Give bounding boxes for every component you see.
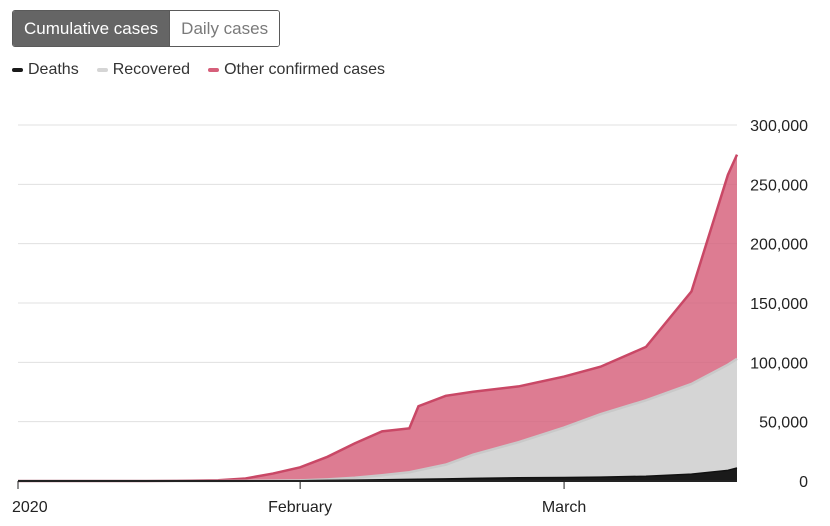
view-toggle: Cumulative cases Daily cases: [12, 10, 281, 47]
legend-swatch-other-confirmed: [208, 68, 220, 72]
legend-swatch-deaths: [12, 68, 23, 72]
legend-swatch-recovered: [96, 68, 108, 72]
legend-item-other-confirmed: Other confirmed cases: [208, 61, 385, 79]
legend-label-deaths: Deaths: [28, 61, 79, 78]
x-tick-label: March: [542, 499, 586, 516]
area-other-confirmed-cases: [18, 154, 737, 482]
chart-legend: Deaths Recovered Other confirmed cases: [12, 58, 403, 82]
x-tick-label: February: [268, 499, 332, 516]
y-tick-label: 250,000: [750, 177, 808, 194]
area-recovered: [18, 358, 737, 481]
y-tick-label: 200,000: [750, 237, 808, 254]
legend-item-recovered: Recovered: [96, 61, 191, 79]
daily-cases-tab[interactable]: Daily cases: [169, 11, 280, 46]
y-tick-label: 100,000: [750, 355, 808, 372]
legend-label-recovered: Recovered: [112, 61, 191, 78]
x-tick-label: 2020: [12, 499, 48, 516]
legend-item-deaths: Deaths: [12, 61, 79, 79]
y-tick-label: 150,000: [750, 296, 808, 313]
legend-label-other-confirmed: Other confirmed cases: [224, 61, 386, 78]
y-tick-label: 300,000: [750, 118, 808, 135]
cumulative-cases-tab[interactable]: Cumulative cases: [13, 11, 170, 46]
y-tick-label: 0: [799, 474, 808, 491]
y-tick-label: 50,000: [759, 415, 808, 432]
